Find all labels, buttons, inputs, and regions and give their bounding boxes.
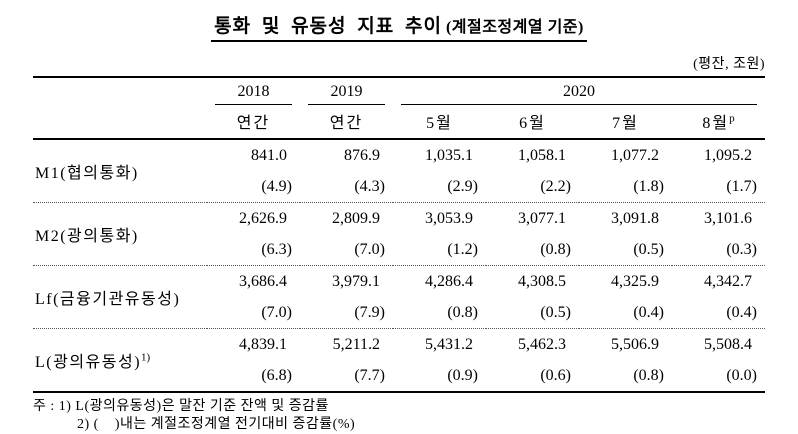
cell: 3,686.4 (7.0) <box>207 265 300 329</box>
cell: 1,035.1 (2.9) <box>393 139 486 203</box>
cell: 4,839.1 (6.8) <box>239 336 292 384</box>
cell: 4,342.7 (0.4) <box>672 265 765 329</box>
cell: 3,979.1 (7.9) <box>300 265 393 329</box>
cell: 2,809.9 (7.0) <box>300 202 393 266</box>
cell: 876.9 (4.3) <box>300 139 393 203</box>
row-label-l: L(광의유동성)1) <box>35 351 151 371</box>
page-title: 통화 및 유동성 지표 추이 (계절조정계열 기준) <box>211 11 587 42</box>
cell: 4,286.4 (0.8) <box>393 265 486 329</box>
cell: 1,095.2 (1.7) <box>672 139 765 203</box>
cell: 5,462.3 (0.6) <box>518 336 571 384</box>
cell: 5,211.2 (7.7) <box>332 336 385 384</box>
col-2018-annual: 연간 <box>207 105 300 140</box>
table-row-m2: M2(광의통화) 2,626.9 (6.3) 2,809.9 (7.0) 3,053… <box>33 202 765 266</box>
col-2020-jun: 6월 <box>486 105 579 140</box>
cell: 3,101.6 (0.3) <box>672 202 765 266</box>
cell: 5,508.4 (0.0) <box>704 336 757 384</box>
cell: 4,325.9 (0.4) <box>579 265 672 329</box>
header-year-row: 2018 2019 2020 <box>33 77 765 140</box>
unit-note: (평잔, 조원) <box>693 57 765 72</box>
year-label: 2018 <box>215 83 292 105</box>
superscript: p <box>729 112 735 125</box>
col-2020-jul: 7월 <box>579 105 672 140</box>
col-year-2019: 2019 <box>300 77 393 105</box>
table-row-m1: M1(협의통화) 841.0 (4.9) 876.9 (4.3) 1,035.1 (2… <box>33 139 765 203</box>
cell: 1,077.2 (1.8) <box>579 139 672 203</box>
footnote-2: 2) ( )내는 계절조정계열 전기대비 증감률(%) <box>77 417 356 432</box>
superscript: 1) <box>141 351 151 364</box>
col-year-2018: 2018 <box>207 77 300 105</box>
footnote-1: 주 : 1) L(광의유동성)은 말잔 기준 잔액 및 증감률 <box>33 399 329 414</box>
row-label-m2: M2(광의통화) <box>33 202 207 266</box>
header-period-row: 연간 연간 5월 6월 7월 8월p <box>33 105 765 140</box>
title-sub: (계절조정계열 기준) <box>445 19 584 36</box>
row-label-lf: Lf(금융기관유동성) <box>33 265 207 329</box>
year-label: 2020 <box>401 83 757 105</box>
cell: 1,058.1 (2.2) <box>486 139 579 203</box>
table-row-lf: Lf(금융기관유동성) 3,686.4 (7.0) 3,979.1 (7.9) 4,… <box>33 265 765 329</box>
corner-cell <box>33 77 207 140</box>
cell: 4,308.5 (0.5) <box>486 265 579 329</box>
cell: 841.0 (4.9) <box>207 139 300 203</box>
col-2020-may: 5월 <box>393 105 486 140</box>
col-2019-annual: 연간 <box>300 105 393 140</box>
title-main: 통화 및 유동성 지표 추이 <box>214 16 442 37</box>
cell: 3,053.9 (1.2) <box>393 202 486 266</box>
col-2020-aug: 8월p <box>672 105 765 140</box>
table-row-l: L(광의유동성)1) 4,839.1 (6.8) 5,211.2 (7.7) 5,4… <box>33 329 765 393</box>
footnotes: 주 : 1) L(광의유동성)은 말잔 기준 잔액 및 증감률 2) ( )내는… <box>33 398 765 434</box>
year-label: 2019 <box>308 83 385 105</box>
monetary-liquidity-table: 2018 2019 2020 연간 연간 5월 6월 7월 8월p M1(협의통… <box>33 76 765 393</box>
cell: 5,506.9 (0.8) <box>611 336 664 384</box>
cell: 3,091.8 (0.5) <box>579 202 672 266</box>
row-label-m1: M1(협의통화) <box>33 139 207 203</box>
col-year-2020: 2020 <box>393 77 765 105</box>
title-wrap: 통화 및 유동성 지표 추이 (계절조정계열 기준) <box>33 11 765 42</box>
cell: 2,626.9 (6.3) <box>207 202 300 266</box>
cell: 5,431.2 (0.9) <box>425 336 478 384</box>
cell: 3,077.1 (0.8) <box>486 202 579 266</box>
